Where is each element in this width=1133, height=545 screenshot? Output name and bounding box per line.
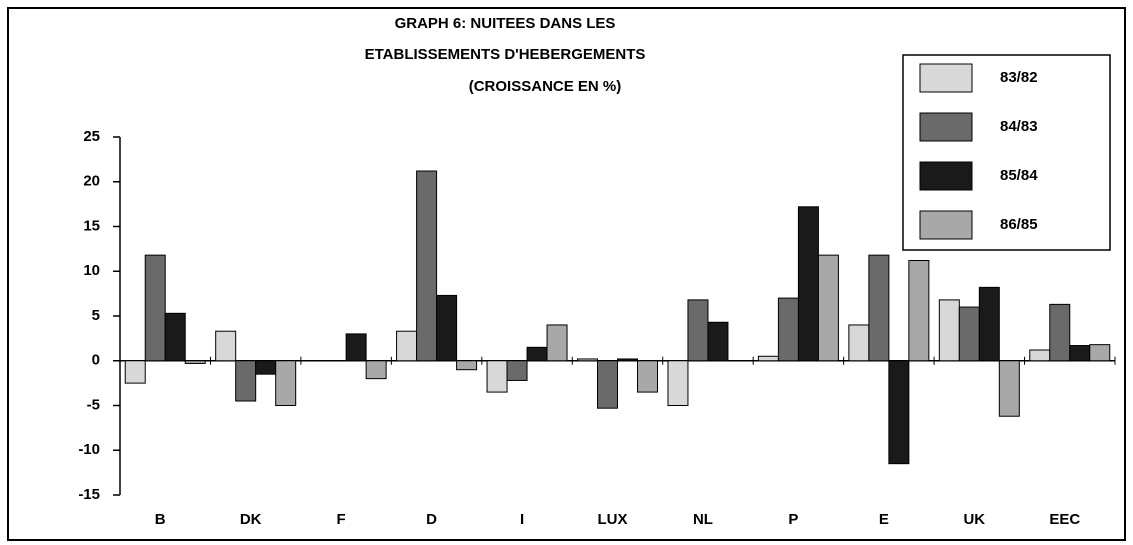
legend-label: 86/85 <box>1000 216 1038 233</box>
bar <box>456 360 478 371</box>
bar <box>958 306 980 362</box>
bar <box>777 297 799 362</box>
bar <box>817 254 839 362</box>
bar <box>1089 344 1111 362</box>
y-tick-label: 0 <box>92 352 100 369</box>
y-tick-label: 5 <box>92 307 100 324</box>
legend-label: 83/82 <box>1000 69 1038 86</box>
bar <box>577 358 598 362</box>
bar <box>707 321 729 362</box>
legend-swatch <box>919 112 973 142</box>
bar <box>757 355 779 362</box>
x-tick-label: B <box>155 511 166 528</box>
bar <box>888 360 910 465</box>
bar <box>667 360 689 406</box>
legend-label: 85/84 <box>1000 167 1038 184</box>
bar <box>998 360 1020 417</box>
bar <box>144 254 166 362</box>
bar <box>597 360 618 409</box>
y-tick-label: -5 <box>87 396 100 413</box>
y-tick-label: 25 <box>83 128 100 145</box>
frame <box>7 7 1126 541</box>
bar <box>365 360 387 380</box>
x-tick-label: E <box>879 511 889 528</box>
bar <box>978 286 1000 362</box>
bar <box>345 333 367 362</box>
bar <box>687 299 709 362</box>
x-tick-label: LUX <box>598 511 628 528</box>
legend-swatch <box>919 63 973 93</box>
bar <box>526 346 548 362</box>
bar <box>1049 303 1071 362</box>
x-tick-label: F <box>337 511 346 528</box>
bar <box>848 324 870 362</box>
bar <box>275 360 297 406</box>
x-tick-label: DK <box>240 511 262 528</box>
bar <box>184 360 206 364</box>
bar <box>506 360 528 381</box>
y-tick-label: -10 <box>78 441 100 458</box>
bar <box>486 360 508 393</box>
bar <box>938 299 960 362</box>
x-tick-label: EEC <box>1049 511 1080 528</box>
y-tick-label: 20 <box>83 173 100 190</box>
bar <box>416 170 438 362</box>
x-tick-label: D <box>426 511 437 528</box>
x-tick-label: P <box>788 511 798 528</box>
y-tick-label: 10 <box>83 262 100 279</box>
x-tick-label: NL <box>693 511 713 528</box>
bar <box>124 360 146 384</box>
bar <box>1069 345 1091 362</box>
x-tick-label: UK <box>963 511 985 528</box>
x-tick-label: I <box>520 511 524 528</box>
bar <box>868 254 890 362</box>
bar <box>637 360 658 393</box>
legend-label: 84/83 <box>1000 118 1038 135</box>
y-tick-label: 15 <box>83 217 100 234</box>
title-line: GRAPH 6: NUITEES DANS LES <box>395 15 616 32</box>
legend-swatch <box>919 161 973 191</box>
title-line: ETABLISSEMENTS D'HEBERGEMENTS <box>365 46 646 63</box>
y-tick-label: -15 <box>78 486 100 503</box>
bar <box>235 360 257 402</box>
bar <box>436 294 458 362</box>
bar <box>215 330 237 362</box>
bar <box>797 206 819 362</box>
bar <box>617 358 638 362</box>
bar <box>255 360 277 375</box>
bar <box>1029 349 1051 362</box>
legend-swatch <box>919 210 973 240</box>
bar <box>164 312 186 362</box>
bar <box>396 330 418 362</box>
title-line: (CROISSANCE EN %) <box>469 78 622 95</box>
bar <box>908 260 930 362</box>
bar <box>546 324 568 362</box>
